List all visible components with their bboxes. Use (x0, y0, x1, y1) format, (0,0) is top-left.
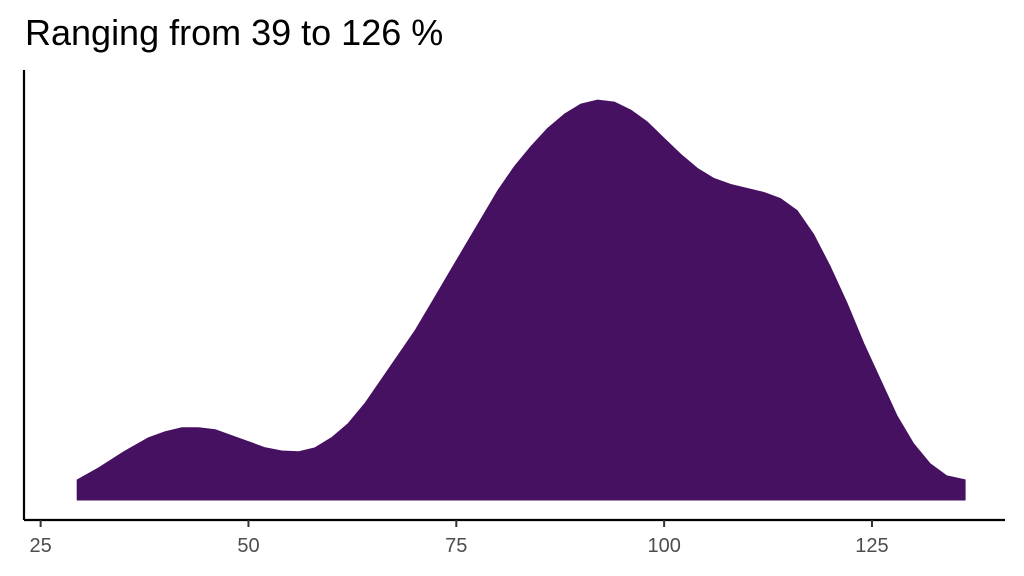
x-tick-label: 25 (30, 535, 52, 557)
x-tick-label: 75 (445, 535, 467, 557)
x-axis-ticks: 25 50 75 100 125 (30, 520, 889, 557)
chart-title: Ranging from 39 to 126 % (25, 12, 444, 53)
x-tick-label: 125 (855, 535, 888, 557)
x-tick-label: 100 (647, 535, 680, 557)
density-area (76, 99, 966, 501)
x-tick-label: 50 (237, 535, 259, 557)
